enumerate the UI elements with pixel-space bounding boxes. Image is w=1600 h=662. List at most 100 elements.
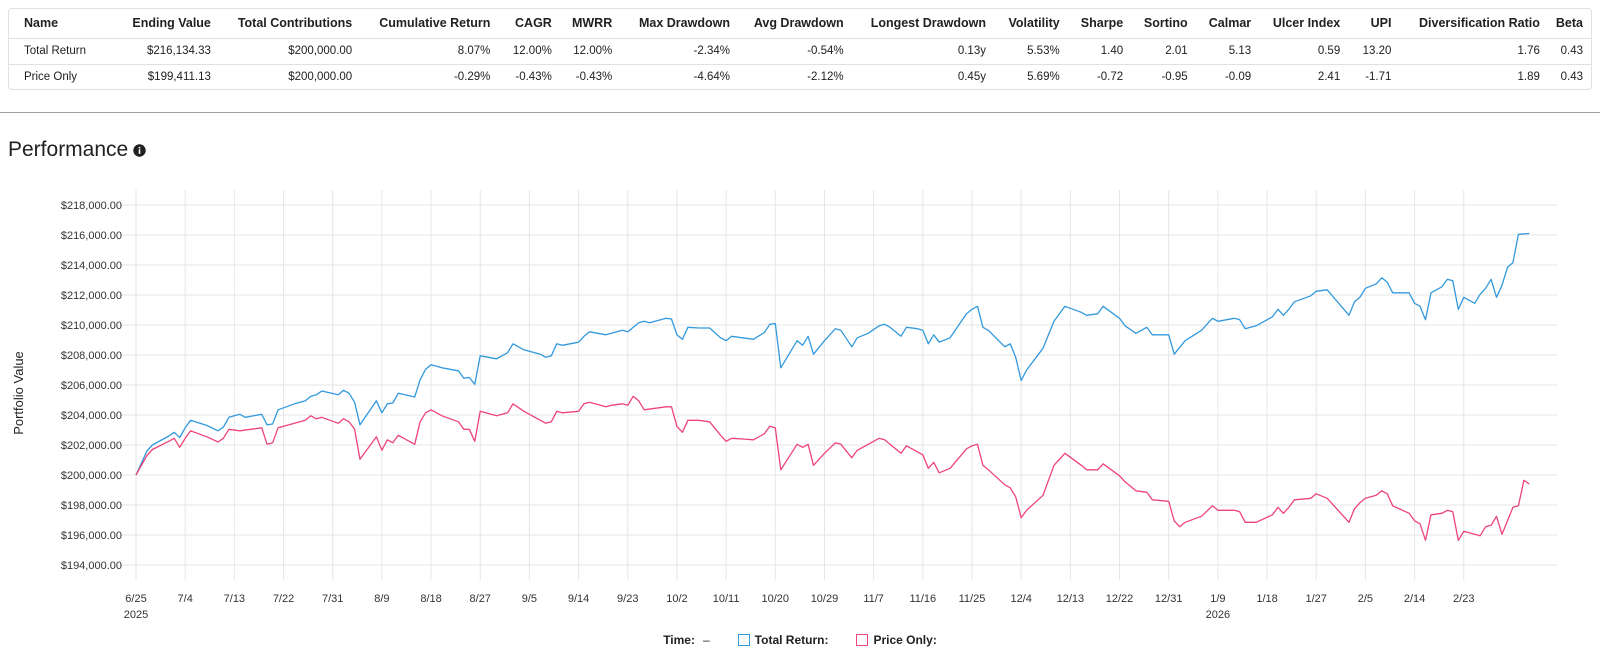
x-tick-label: 8/9 xyxy=(374,593,389,605)
y-tick-label: $194,000.00 xyxy=(61,560,122,572)
x-tick-label: 11/16 xyxy=(909,593,936,605)
y-tick-label: $196,000.00 xyxy=(61,530,122,542)
info-icon[interactable] xyxy=(133,143,146,157)
column-header-ending-value[interactable]: Ending Value xyxy=(106,9,219,39)
table-cell-mwrr: 12.00% xyxy=(559,38,621,65)
y-tick-label: $204,000.00 xyxy=(61,410,122,422)
x-year-label: 2025 xyxy=(124,609,148,621)
table-cell-avg-drawdown: -2.12% xyxy=(807,71,844,84)
x-tick-label: 9/5 xyxy=(522,593,537,605)
table-cell-ending-value: $199,411.13 xyxy=(147,71,211,84)
y-tick-label: $218,000.00 xyxy=(61,200,122,212)
table-cell-diversification-ratio: 1.89 xyxy=(1517,71,1540,84)
table-row: Price Only $199,411.13 $200,000.00 -0.29% -0… xyxy=(9,64,1591,89)
y-tick-label: $214,000.00 xyxy=(61,260,122,272)
column-header-name[interactable]: Name xyxy=(9,9,107,39)
x-tick-label: 7/31 xyxy=(322,593,343,605)
table-header-row: Name Ending Value Total Contributions Cumul… xyxy=(9,9,1591,39)
x-tick-label: 9/23 xyxy=(617,593,638,605)
y-tick-label: $206,000.00 xyxy=(61,380,122,392)
table-cell-ulcer-index: 0.59 xyxy=(1259,38,1349,65)
x-tick-label: 12/4 xyxy=(1010,593,1031,605)
table-cell-diversification-ratio: 1.76 xyxy=(1399,38,1548,65)
x-tick-label: 1/27 xyxy=(1306,593,1327,605)
legend-time: Time: – xyxy=(663,633,709,647)
table-cell-name: Price Only xyxy=(24,71,78,84)
table-cell-sharpe: 1.40 xyxy=(1067,38,1132,65)
table-cell-cagr: -0.43% xyxy=(515,71,552,84)
table-cell-ending-value: $216,134.33 xyxy=(106,38,219,65)
column-header-cumulative-return[interactable]: Cumulative Return xyxy=(360,9,499,39)
table-cell-total-contributions: $200,000.00 xyxy=(288,71,353,84)
table-cell-total-contributions: $200,000.00 xyxy=(218,38,361,65)
column-header-total-contributions[interactable]: Total Contributions xyxy=(218,9,361,39)
y-tick-label: $210,000.00 xyxy=(61,320,122,332)
column-header-avg-drawdown[interactable]: Avg Drawdown xyxy=(737,9,852,39)
table-cell-longest-drawdown: 0.45y xyxy=(957,71,986,84)
y-tick-label: $208,000.00 xyxy=(61,350,122,362)
column-header-mwrr[interactable]: MWRR xyxy=(559,9,621,39)
legend-total-return[interactable]: Total Return: xyxy=(737,633,828,647)
performance-heading: Performance xyxy=(8,138,146,162)
table-cell-calmar: 5.13 xyxy=(1195,38,1260,65)
table-cell-cumulative-return: 8.07% xyxy=(360,38,499,65)
x-tick-label: 12/13 xyxy=(1057,593,1085,605)
table-cell-cagr: 12.00% xyxy=(498,38,560,65)
x-tick-label: 8/18 xyxy=(420,593,441,605)
y-tick-label: $198,000.00 xyxy=(61,500,122,512)
series-line-total-return xyxy=(135,232,1530,476)
y-tick-label: $202,000.00 xyxy=(61,440,122,452)
x-tick-label: 12/31 xyxy=(1155,593,1183,605)
table-cell-upi: 13.20 xyxy=(1348,38,1400,65)
table-cell-sortino: 2.01 xyxy=(1131,38,1196,65)
legend-time-value: – xyxy=(702,633,710,647)
legend-time-label: Time: xyxy=(663,633,695,647)
legend-swatch-total-return xyxy=(737,634,750,646)
legend-swatch-price-only xyxy=(856,634,869,646)
table-cell-name: Total Return xyxy=(9,38,107,65)
column-header-diversification-ratio[interactable]: Diversification Ratio xyxy=(1399,9,1548,39)
column-header-cagr[interactable]: CAGR xyxy=(498,9,560,39)
x-tick-label: 1/9 xyxy=(1210,593,1225,605)
y-tick-label: $200,000.00 xyxy=(61,470,122,482)
table-cell-longest-drawdown: 0.13y xyxy=(851,38,994,65)
y-axis-title: Portfolio Value xyxy=(11,351,26,435)
column-header-longest-drawdown[interactable]: Longest Drawdown xyxy=(851,9,994,39)
x-tick-label: 2/5 xyxy=(1358,593,1373,605)
x-tick-label: 10/29 xyxy=(811,593,839,605)
x-tick-label: 10/20 xyxy=(762,593,790,605)
column-header-sortino[interactable]: Sortino xyxy=(1131,9,1196,39)
legend-label-price-only: Price Only: xyxy=(873,633,937,647)
column-header-calmar[interactable]: Calmar xyxy=(1195,9,1260,39)
legend-price-only[interactable]: Price Only: xyxy=(856,633,937,647)
section-title: Performance xyxy=(8,138,129,161)
table-cell-mwrr: -0.43% xyxy=(575,71,613,84)
table-cell-cumulative-return: -0.29% xyxy=(453,71,491,84)
stats-table: Name Ending Value Total Contributions Cumul… xyxy=(9,9,1591,89)
table-cell-volatility: 5.53% xyxy=(993,38,1068,65)
x-tick-label: 2/23 xyxy=(1453,593,1474,605)
table-row: Total Return $216,134.33 $200,000.00 8.07% 1… xyxy=(9,38,1591,65)
column-header-volatility[interactable]: Volatility xyxy=(993,9,1068,39)
table-cell-sharpe: -0.72 xyxy=(1096,71,1124,84)
column-header-max-drawdown[interactable]: Max Drawdown xyxy=(620,9,738,39)
chart-legend: Time: – Total Return: Price Only: xyxy=(0,630,1600,650)
column-header-ulcer-index[interactable]: Ulcer Index xyxy=(1259,9,1349,39)
x-tick-label: 10/11 xyxy=(713,593,740,605)
y-tick-label: $212,000.00 xyxy=(61,290,122,302)
x-tick-label: 11/25 xyxy=(959,593,986,605)
column-header-sharpe[interactable]: Sharpe xyxy=(1067,9,1132,39)
performance-chart: $194,000.00 $196,000.00 $198,000.00 $200,00… xyxy=(11,190,1557,621)
x-tick-label: 9/14 xyxy=(568,593,589,605)
column-header-beta[interactable]: Beta xyxy=(1547,9,1591,39)
column-header-upi[interactable]: UPI xyxy=(1348,9,1400,39)
table-cell-sortino: -0.95 xyxy=(1161,71,1188,84)
table-body: Total Return $216,134.33 $200,000.00 8.07% 1… xyxy=(9,38,1591,89)
table-cell-upi: -1.71 xyxy=(1365,71,1392,84)
table-cell-ulcer-index: 2.41 xyxy=(1317,71,1341,84)
x-tick-label: 11/7 xyxy=(863,593,884,605)
x-tick-label: 7/4 xyxy=(178,593,193,605)
table-cell-beta: 0.43 xyxy=(1547,38,1591,65)
x-tick-label: 8/27 xyxy=(470,593,491,605)
table-cell-avg-drawdown: -0.54% xyxy=(737,38,852,65)
